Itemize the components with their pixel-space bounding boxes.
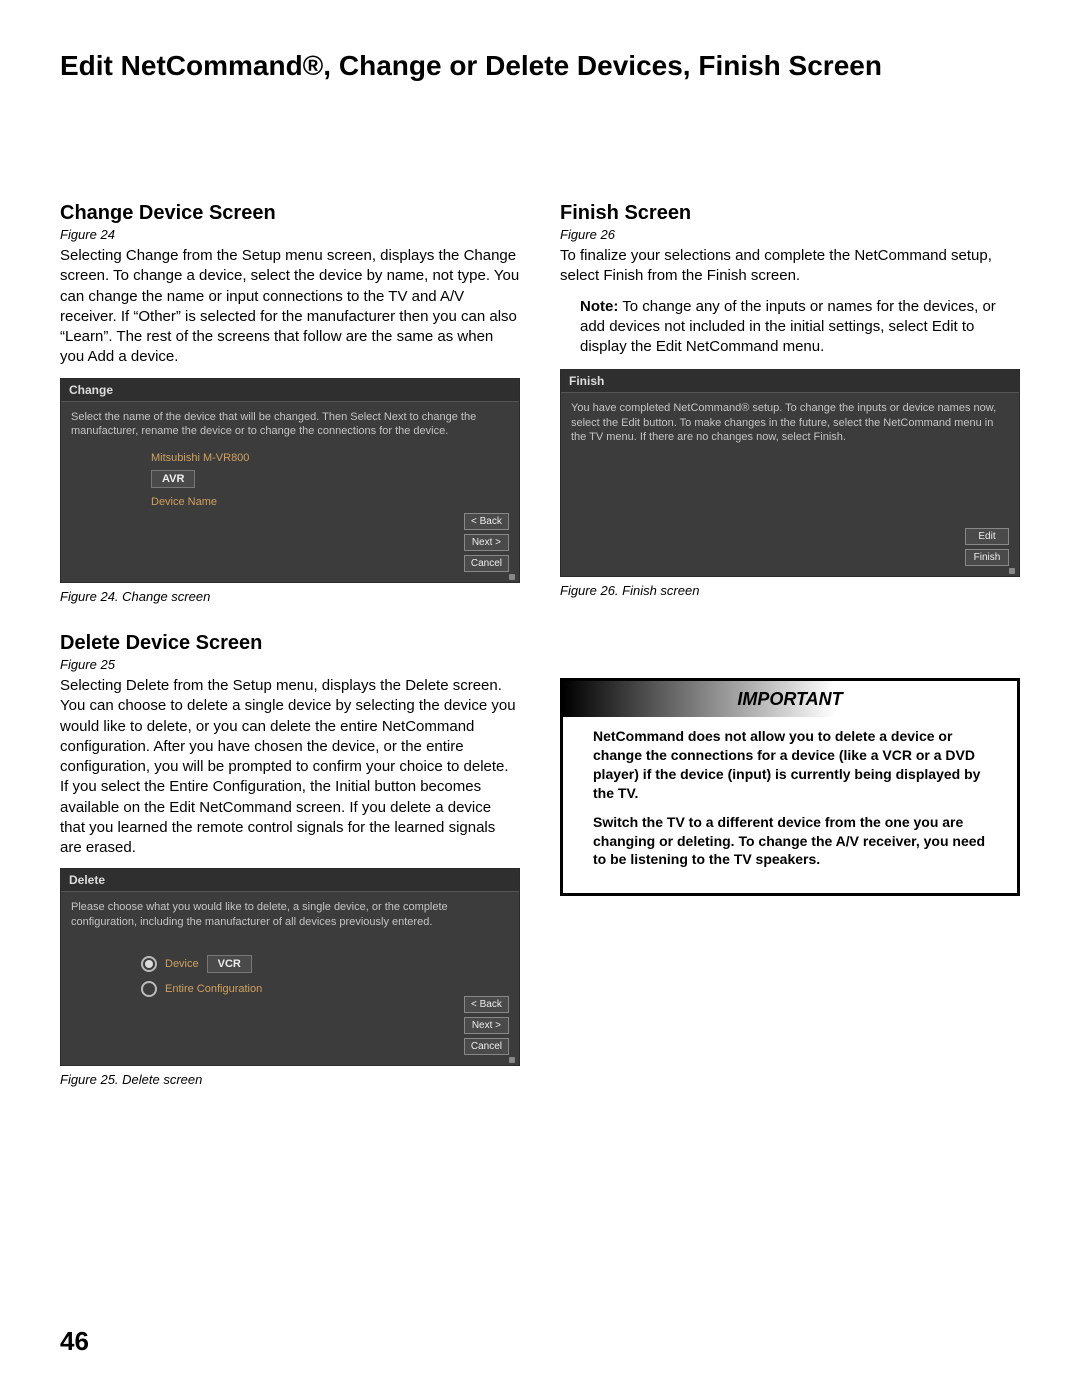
fig-ref-26: Figure 26: [560, 227, 1020, 242]
note-text: To change any of the inputs or names for…: [580, 298, 996, 356]
body-change-device: Selecting Change from the Setup menu scr…: [60, 246, 520, 368]
radio-entire-config-label: Entire Configuration: [165, 983, 262, 995]
important-header: IMPORTANT: [563, 681, 1017, 717]
important-box: IMPORTANT NetCommand does not allow you …: [560, 678, 1020, 896]
fig-ref-24: Figure 24: [60, 227, 520, 242]
edit-button[interactable]: Edit: [965, 528, 1009, 545]
finish-button[interactable]: Finish: [965, 549, 1009, 566]
dialog-delete-title: Delete: [61, 869, 519, 892]
body-delete-device: Selecting Delete from the Setup menu, di…: [60, 676, 520, 858]
radio-row-device[interactable]: Device VCR: [61, 951, 519, 977]
important-p1: NetCommand does not allow you to delete …: [593, 727, 1001, 803]
radio-entire-config[interactable]: [141, 981, 157, 997]
page-number: 46: [60, 1326, 89, 1357]
dialog-delete: Delete Please choose what you would like…: [60, 868, 520, 1066]
radio-row-entire-config[interactable]: Entire Configuration: [61, 977, 519, 1001]
dialog-finish-title: Finish: [561, 370, 1019, 393]
note-block: Note: To change any of the inputs or nam…: [580, 297, 1020, 358]
radio-device-selected[interactable]: [141, 956, 157, 972]
dialog-delete-instructions: Please choose what you would like to del…: [61, 892, 519, 933]
caption-fig-26: Figure 26. Finish screen: [560, 583, 1020, 598]
fig-ref-25: Figure 25: [60, 657, 520, 672]
scroll-indicator: [509, 1057, 515, 1063]
back-button[interactable]: < Back: [464, 996, 509, 1013]
dialog-change-device-name: Mitsubishi M-VR800: [151, 452, 519, 464]
heading-change-device: Change Device Screen: [60, 202, 520, 225]
next-button[interactable]: Next >: [464, 1017, 509, 1034]
heading-delete-device: Delete Device Screen: [60, 632, 520, 655]
dialog-change-avr-chip[interactable]: AVR: [151, 470, 195, 488]
body-finish: To finalize your selections and complete…: [560, 246, 1020, 287]
note-label: Note:: [580, 298, 618, 315]
dialog-finish: Finish You have completed NetCommand® se…: [560, 369, 1020, 577]
dialog-finish-instructions: You have completed NetCommand® setup. To…: [561, 393, 1019, 448]
page-title: Edit NetCommand®, Change or Delete Devic…: [60, 50, 1020, 82]
dialog-change-instructions: Select the name of the device that will …: [61, 402, 519, 443]
caption-fig-25: Figure 25. Delete screen: [60, 1072, 520, 1087]
right-column: Finish Screen Figure 26 To finalize your…: [560, 202, 1020, 1115]
dialog-change: Change Select the name of the device tha…: [60, 378, 520, 584]
radio-device-label: Device: [165, 958, 199, 970]
next-button[interactable]: Next >: [464, 534, 509, 551]
heading-finish: Finish Screen: [560, 202, 1020, 225]
caption-fig-24: Figure 24. Change screen: [60, 589, 520, 604]
scroll-indicator: [509, 574, 515, 580]
important-label: IMPORTANT: [737, 689, 842, 710]
cancel-button[interactable]: Cancel: [464, 1038, 509, 1055]
left-column: Change Device Screen Figure 24 Selecting…: [60, 202, 520, 1115]
scroll-indicator: [1009, 568, 1015, 574]
content-columns: Change Device Screen Figure 24 Selecting…: [60, 202, 1020, 1115]
cancel-button[interactable]: Cancel: [464, 555, 509, 572]
back-button[interactable]: < Back: [464, 513, 509, 530]
dialog-change-field-label: Device Name: [151, 496, 519, 508]
important-p2: Switch the TV to a different device from…: [593, 813, 1001, 870]
dialog-change-title: Change: [61, 379, 519, 402]
radio-device-chip[interactable]: VCR: [207, 955, 252, 973]
